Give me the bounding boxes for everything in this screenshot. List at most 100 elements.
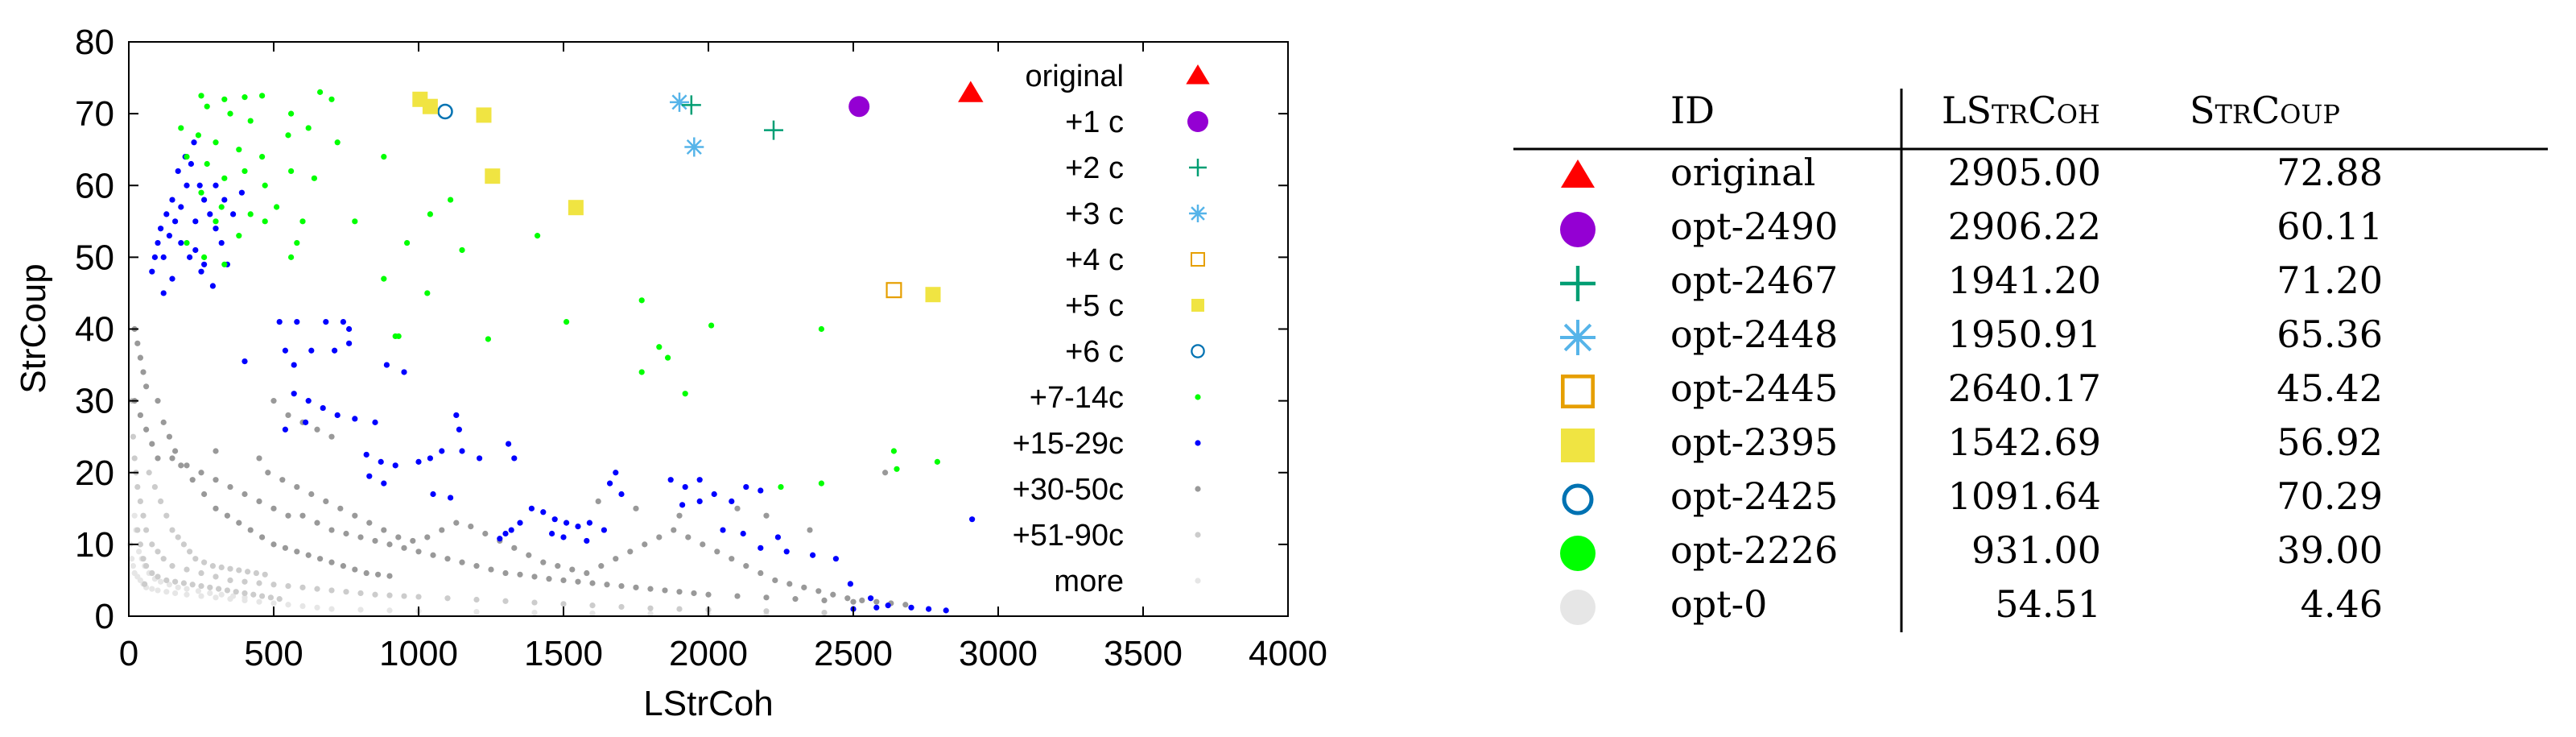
data-point <box>381 527 387 533</box>
data-point <box>294 318 300 325</box>
series-6-c <box>437 103 453 120</box>
row-id: original <box>1670 151 1815 194</box>
data-point <box>415 458 422 465</box>
row-strcoup: 56.92 <box>2277 420 2383 464</box>
data-point <box>334 412 341 419</box>
data-point <box>401 369 407 375</box>
data-point <box>207 211 213 217</box>
row-id: opt-0 <box>1670 582 1767 626</box>
data-point <box>696 498 703 505</box>
data-point <box>969 516 976 523</box>
data-point <box>459 448 465 454</box>
legend: original +1 c +2 c +3 c +4 c +5 c +6 c +7-14c +1… <box>1013 60 1210 598</box>
data-point <box>299 512 306 519</box>
data-point <box>859 597 865 603</box>
table-row: opt-0 54.51 4.46 <box>1560 582 2383 626</box>
x-tick-label: 4000 <box>1249 634 1327 673</box>
row-strcoup: 65.36 <box>2277 313 2383 356</box>
table-row: opt-2395 1542.69 56.92 <box>1561 420 2383 464</box>
row-marker-icon <box>1560 212 1596 247</box>
legend-label: +5 c <box>1065 289 1124 323</box>
data-point <box>444 556 451 562</box>
data-point <box>546 576 552 582</box>
data-point <box>188 160 194 168</box>
data-point <box>184 182 190 188</box>
data-point <box>213 477 219 483</box>
row-strcoup: 72.88 <box>2277 151 2383 194</box>
x-tick-label: 3500 <box>1104 634 1183 673</box>
row-id: opt-2425 <box>1670 474 1838 518</box>
data-point <box>506 441 512 447</box>
data-point <box>633 505 639 511</box>
data-point <box>134 340 141 346</box>
data-point <box>375 571 382 578</box>
legend-label: more <box>1054 565 1124 598</box>
data-point <box>137 541 143 548</box>
data-point <box>497 536 503 542</box>
data-point <box>575 523 581 530</box>
data-point <box>568 200 584 216</box>
data-point <box>317 89 324 95</box>
data-point <box>328 587 335 594</box>
data-point <box>720 527 726 533</box>
data-point <box>291 362 297 368</box>
legend-label: +30-50c <box>1013 473 1124 507</box>
data-point <box>401 544 407 551</box>
data-point <box>772 577 778 584</box>
data-point <box>178 204 184 210</box>
data-point <box>155 573 161 580</box>
data-point <box>564 318 570 325</box>
data-point <box>294 239 300 246</box>
data-point <box>328 96 335 102</box>
data-point <box>934 458 940 465</box>
data-point <box>844 595 851 602</box>
data-point <box>274 204 280 210</box>
data-point <box>180 580 187 586</box>
data-point <box>137 354 143 361</box>
data-point <box>285 582 291 590</box>
data-point <box>734 593 741 599</box>
data-point <box>131 512 138 519</box>
data-point <box>700 541 706 548</box>
data-point <box>130 563 136 569</box>
legend-marker <box>1187 111 1208 132</box>
data-point <box>902 602 909 608</box>
data-point <box>847 581 853 587</box>
data-point <box>607 480 613 487</box>
data-point <box>427 455 434 462</box>
data-point <box>230 593 237 599</box>
data-point <box>386 607 393 614</box>
data-point <box>184 154 190 160</box>
table-body: original 2905.00 72.88 opt-2490 2906.22 60.11… <box>1560 151 2383 626</box>
data-point <box>453 412 460 419</box>
data-point <box>476 107 492 123</box>
data-point <box>656 344 663 350</box>
data-point <box>807 527 813 533</box>
data-point <box>832 556 839 562</box>
data-point <box>221 261 228 267</box>
data-point <box>366 473 373 479</box>
data-point <box>517 520 523 526</box>
data-point <box>262 182 268 188</box>
data-point <box>230 211 237 217</box>
data-point <box>427 211 434 217</box>
data-point <box>169 275 175 282</box>
legend-label: original <box>1025 60 1124 93</box>
x-tick-label: 0 <box>119 634 138 673</box>
data-point <box>259 534 266 540</box>
data-point <box>169 527 175 533</box>
row-marker-icon <box>1560 590 1596 625</box>
data-point <box>894 466 900 472</box>
data-point <box>276 318 283 325</box>
data-point <box>711 491 717 498</box>
legend-marker <box>1195 578 1201 584</box>
data-point <box>267 594 274 601</box>
data-point <box>343 530 349 537</box>
data-point <box>236 233 242 239</box>
data-point <box>540 509 547 515</box>
data-point <box>926 606 932 612</box>
data-point <box>320 404 326 412</box>
data-point <box>163 211 170 217</box>
row-id: opt-2445 <box>1670 366 1838 410</box>
legend-marker <box>1189 205 1207 222</box>
